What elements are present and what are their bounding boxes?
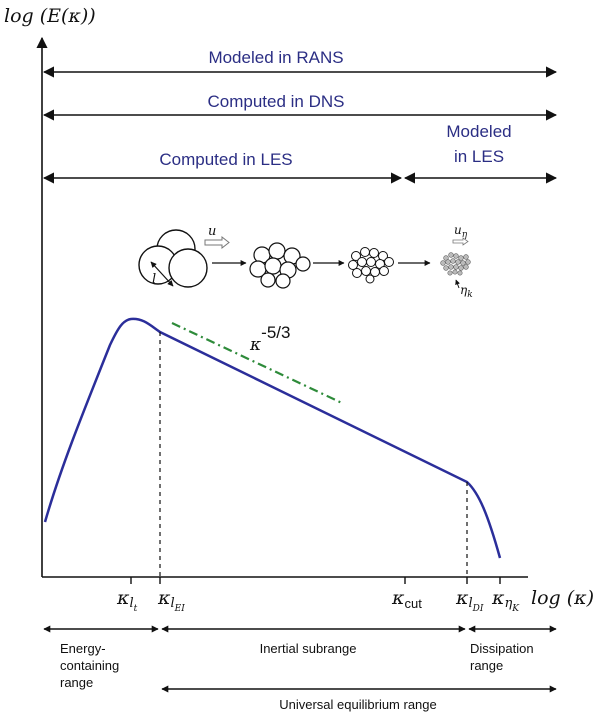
small-eddy-icon [348, 247, 394, 284]
les-computed-label: Computed in LES [159, 150, 292, 169]
kolmogorov-eddy-icon [440, 252, 471, 276]
velocity-arrow-icon [204, 235, 230, 250]
dissipation-label-2: range [470, 658, 503, 673]
kolmogorov-length-arrow [455, 279, 460, 289]
tick-label-kappa-etak: κηK [491, 587, 520, 614]
velocity-label: u [208, 224, 216, 239]
y-axis-label: log (E(κ)) [4, 5, 96, 27]
les-modeled-label-line2: in LES [454, 147, 504, 166]
dns-range-label: Computed in DNS [207, 92, 344, 111]
x-axis-label: log (κ) [531, 587, 594, 609]
les-modeled-label-line1: Modeled [446, 122, 511, 141]
kolmogorov-length-label: ηk [460, 283, 473, 300]
tick-label-kappa-ldi: κlDI [455, 587, 484, 614]
length-scale-label: l [152, 272, 156, 287]
universal-equilibrium-label: Universal equilibrium range [279, 697, 437, 712]
large-eddy-icon [138, 229, 208, 288]
energy-containing-label-3: range [60, 675, 93, 690]
kolmogorov-velocity-arrow-icon [452, 237, 469, 246]
slope-reference-line [171, 322, 343, 404]
rans-range-label: Modeled in RANS [208, 48, 343, 67]
medium-eddy-icon [249, 242, 311, 289]
tick-label-kappa-lei: κlEI [157, 587, 185, 614]
tick-label-kappa-cut: κcut [391, 587, 422, 611]
length-scale-arrow [150, 261, 174, 287]
tick-label-kappa-lt: κlt [116, 587, 138, 614]
slope-label: κ-5/3 [249, 323, 290, 355]
inertial-subrange-label: Inertial subrange [260, 641, 357, 656]
energy-spectrum-curve [43, 317, 502, 559]
energy-containing-label-1: Energy- [60, 641, 106, 656]
energy-containing-label-2: containing [60, 658, 119, 673]
dissipation-label-1: Dissipation [470, 641, 534, 656]
kolmogorov-velocity-label: uη [454, 223, 468, 240]
